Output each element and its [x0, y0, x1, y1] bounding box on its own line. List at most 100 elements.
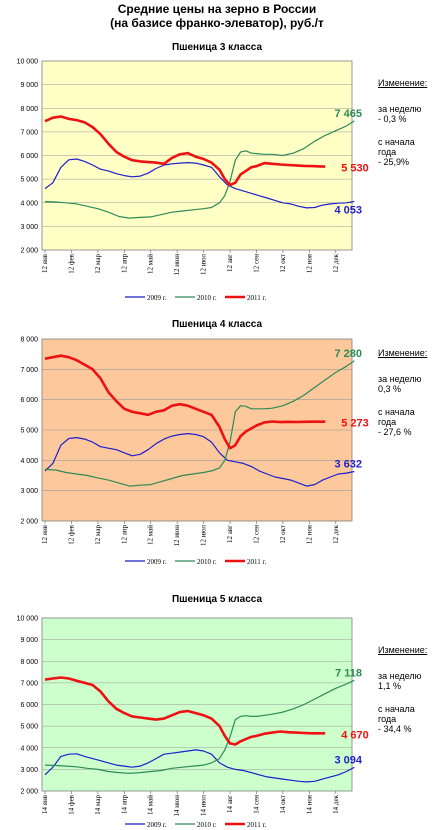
chart-svg-wheat-3: Пшеница 3 класса 10 000 9 000 8 000 7 000 6 0… — [17, 42, 369, 302]
series-line-2010 — [44, 679, 355, 774]
x-tick-label: 12 май — [147, 525, 155, 545]
x-tick-label: 12 июн — [173, 525, 181, 547]
y-tick-label: 6 000 — [20, 702, 38, 709]
change-year-label-2: года — [378, 714, 397, 724]
series-line-2011 — [44, 676, 326, 746]
chart-panel-wheat-3: Пшеница 3 класса 10 000 9 000 8 000 7 000 6 0… — [0, 38, 434, 308]
change-info-wheat-5: Изменение: за неделю 1,1 % с начала года… — [378, 645, 434, 734]
chart-panel-wheat-5: Пшеница 5 класса 10 000 9 000 8 000 7 000 6 0… — [0, 590, 434, 830]
end-label-2011: 4 670 — [341, 729, 369, 741]
chart-svg-wheat-5: Пшеница 5 класса 10 000 9 000 8 000 7 000 6 0… — [17, 594, 369, 829]
x-tick-label: 14 июн — [173, 795, 181, 817]
x-tick-label: 12 июл — [200, 253, 208, 275]
legend-entry: 2011 г. — [225, 558, 267, 566]
x-tick-label: 14 июл — [200, 794, 208, 816]
legend-entry: 2011 г. — [225, 294, 267, 302]
change-header: Изменение: — [378, 645, 428, 655]
y-tick-label: 10 000 — [17, 616, 39, 623]
legend-entry: 2010 г. — [175, 558, 217, 566]
legend-entry: 2010 г. — [175, 821, 217, 829]
change-week-label: за неделю — [378, 671, 422, 681]
x-tick-label: 12 мар — [94, 525, 102, 545]
change-week-value: - 0,3 % — [378, 114, 407, 124]
legend-entry: 2010 г. — [175, 294, 217, 302]
end-label-2010: 7 280 — [334, 348, 362, 360]
x-tick-label: 14 сен — [252, 795, 260, 814]
x-tick-label: 12 окт — [279, 254, 287, 273]
chart-panel-wheat-4: Пшеница 4 класса 8 000 7 000 6 000 5 000 4 00… — [0, 315, 434, 575]
x-tick-label: 12 авг — [226, 254, 234, 272]
x-tick-label: 12 янв — [41, 524, 49, 544]
y-tick-label: 2 000 — [20, 248, 38, 255]
chart-title: Пшеница 4 класса — [172, 319, 263, 330]
end-label-2011: 5 273 — [341, 418, 369, 430]
series-line-2011 — [44, 354, 326, 450]
main-title: Средние цены на зерно в России (на базис… — [0, 2, 434, 30]
y-tick-label: 4 000 — [20, 458, 38, 465]
series-line-2009 — [44, 749, 355, 783]
legend-entry: 2009 г. — [125, 558, 167, 566]
legend-entry: 2011 г. — [225, 821, 267, 829]
change-header: Изменение: — [378, 78, 428, 88]
x-tick-label: 12 ноя — [305, 524, 313, 544]
y-tick-label: 3 000 — [20, 767, 38, 774]
legend-entry: 2009 г. — [125, 821, 167, 829]
y-tick-label: 3 000 — [20, 488, 38, 495]
x-tick-label: 14 май — [147, 795, 155, 815]
change-year-value: - 25,9% — [378, 157, 410, 167]
x-tick-label: 12 ноя — [305, 253, 313, 273]
x-tick-label: 14 мар — [94, 795, 102, 815]
x-tick-label: 12 июл — [200, 524, 208, 546]
x-tick-label: 14 авг — [226, 795, 234, 813]
legend-label: 2009 г. — [147, 558, 167, 566]
y-tick-label: 8 000 — [20, 659, 38, 666]
x-tick-label: 12 апр — [120, 525, 128, 545]
change-year-label-2: года — [378, 147, 397, 157]
y-tick-label: 6 000 — [20, 153, 38, 160]
y-tick-label: 4 000 — [20, 200, 38, 207]
end-label-2010: 7 118 — [335, 667, 362, 679]
change-year-value: - 27,6 % — [378, 427, 412, 437]
x-tick-label: 12 апр — [120, 254, 128, 274]
legend-label: 2011 г. — [247, 821, 267, 829]
x-tick-label: 12 сен — [252, 254, 260, 273]
change-year-label: с начала — [378, 137, 415, 147]
y-tick-label: 2 000 — [20, 789, 38, 796]
change-header: Изменение: — [378, 348, 428, 358]
change-year-label: с начала — [378, 407, 415, 417]
change-info-wheat-4: Изменение: за неделю 0,3 % с начала года… — [378, 348, 434, 437]
x-tick-label: 14 окт — [279, 795, 287, 814]
end-label-2009: 3 094 — [334, 754, 362, 766]
chart-svg-wheat-4: Пшеница 4 класса 8 000 7 000 6 000 5 000 4 00… — [20, 319, 369, 566]
y-tick-label: 7 000 — [20, 129, 38, 136]
y-tick-label: 7 000 — [20, 680, 38, 687]
x-tick-label: 12 янв — [41, 253, 49, 273]
legend-label: 2011 г. — [247, 294, 267, 302]
x-tick-label: 14 дек — [332, 794, 340, 813]
main-title-line2: (на базисе франко-элеватор), руб./т — [110, 16, 324, 30]
y-tick-label: 8 000 — [20, 106, 38, 113]
y-tick-label: 5 000 — [20, 177, 38, 184]
x-tick-label: 12 окт — [279, 525, 287, 544]
change-week-value: 1,1 % — [378, 681, 402, 691]
end-label-2009: 3 632 — [334, 458, 362, 470]
x-tick-label: 12 авг — [226, 525, 234, 543]
y-tick-label: 10 000 — [17, 59, 39, 66]
y-tick-label: 6 000 — [20, 397, 38, 404]
y-tick-label: 9 000 — [20, 82, 38, 89]
series-line-2011 — [44, 115, 326, 187]
legend-label: 2010 г. — [197, 558, 217, 566]
x-tick-label: 12 май — [147, 254, 155, 274]
end-label-2011: 5 530 — [341, 163, 369, 175]
x-tick-label: 12 фев — [67, 253, 75, 273]
y-tick-label: 8 000 — [20, 337, 38, 344]
change-info-wheat-3: Изменение: за неделю - 0,3 % с начала го… — [378, 78, 434, 167]
y-tick-label: 5 000 — [20, 428, 38, 435]
x-tick-label: 14 ноя — [305, 794, 313, 814]
y-tick-label: 9 000 — [20, 637, 38, 644]
series-line-2009 — [44, 158, 355, 209]
x-tick-label: 12 июн — [173, 254, 181, 276]
series-line-2010 — [44, 120, 355, 219]
legend-label: 2009 г. — [147, 821, 167, 829]
x-tick-label: 12 дек — [332, 524, 340, 543]
